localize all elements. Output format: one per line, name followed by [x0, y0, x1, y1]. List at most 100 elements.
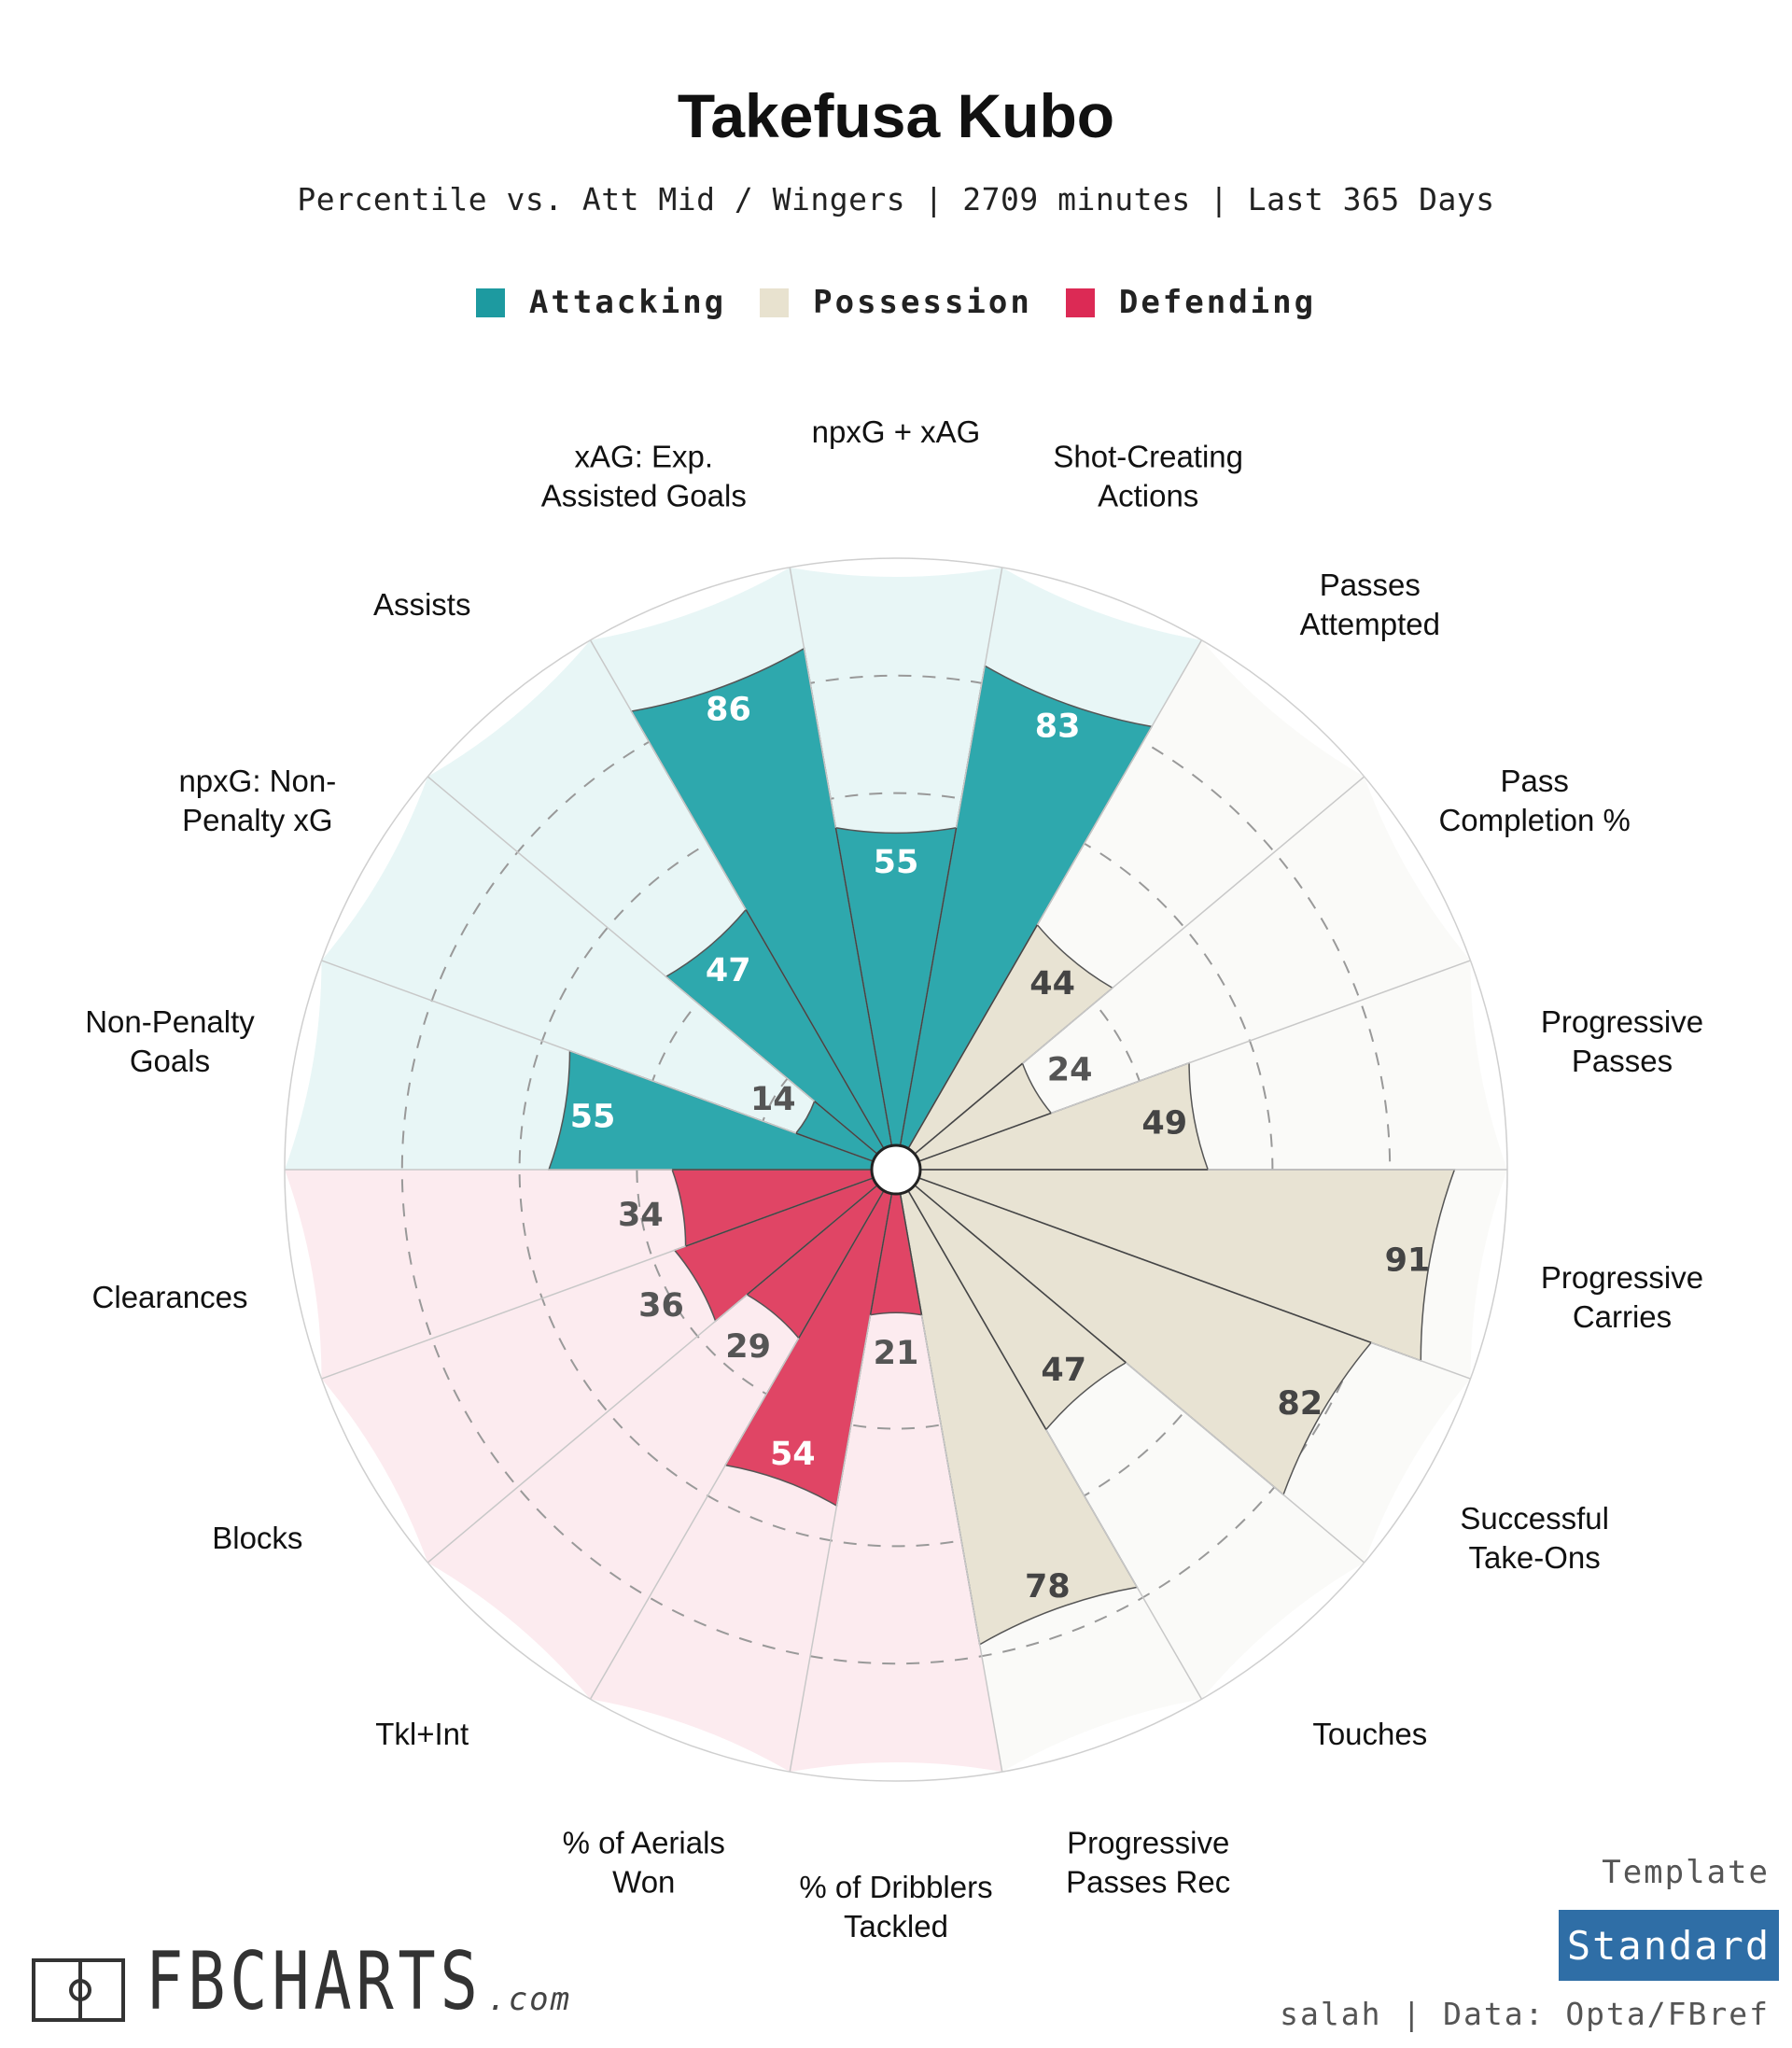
bar-separator [914, 1062, 1024, 1155]
category-label: Successful Take-Ons [1460, 1501, 1609, 1575]
value-label: 34 [618, 1197, 664, 1234]
sector-background [321, 776, 878, 1162]
category-label-line: npxG: Non- [178, 764, 336, 798]
category-label-line: Passes [1320, 568, 1421, 602]
data-credit: salah | Data: Opta/FBref [1280, 1996, 1770, 2032]
value-label: 83 [1035, 708, 1081, 745]
category-label: xAG: Exp. Assisted Goals [541, 440, 747, 513]
category-label-line: % of Dribblers [799, 1870, 992, 1904]
value-label: 14 [750, 1081, 796, 1118]
value-label: 47 [706, 952, 751, 989]
category-label-line: Carries [1573, 1299, 1672, 1334]
category-label: Passes Attempted [1300, 568, 1440, 641]
category-label-line: Assisted Goals [541, 479, 747, 513]
sector-background [914, 776, 1471, 1162]
chart-title: Takefusa Kubo [677, 81, 1115, 150]
bar-separator [918, 1112, 1052, 1162]
legend-swatch-defending [1065, 288, 1095, 317]
category-label: Progressive Carries [1541, 1260, 1703, 1334]
value-label: 44 [1029, 965, 1075, 1003]
sector-background [790, 1193, 1002, 1773]
value-label: 91 [1385, 1242, 1431, 1280]
bar-separator [907, 924, 1039, 1149]
value-label: 24 [1047, 1052, 1093, 1089]
bar-separator [914, 1185, 1127, 1364]
category-label: Progressive Passes Rec [1066, 1825, 1230, 1899]
category-label: Tkl+Int [375, 1717, 469, 1751]
bar-separator [899, 827, 958, 1146]
category-label-line: Non-Penalty [85, 1004, 255, 1039]
category-label-line: xAG: Exp. [575, 440, 714, 474]
category-label: Touches [1312, 1717, 1427, 1751]
value-label: 36 [638, 1287, 684, 1325]
category-label-line: Tackled [844, 1909, 948, 1943]
value-label: 21 [874, 1335, 919, 1372]
chart-subtitle: Percentile vs. Att Mid / Wingers | 2709 … [297, 181, 1495, 217]
sector-background [427, 1185, 884, 1700]
category-label-line: Progressive [1067, 1825, 1229, 1859]
category-label-line: npxG + xAG [812, 414, 981, 449]
sector-separators [284, 557, 1508, 1782]
value-label: 49 [1141, 1104, 1187, 1142]
value-label: 55 [570, 1099, 616, 1136]
bar-separator [869, 1193, 893, 1315]
category-label: Shot-Creating Actions [1053, 440, 1243, 513]
category-label: Pass Completion % [1438, 764, 1630, 837]
category-label-line: Blocks [212, 1521, 302, 1555]
bar-separator [907, 1190, 1047, 1430]
legend-item-defending: Defending [1065, 284, 1316, 321]
legend-item-attacking: Attacking [475, 284, 727, 321]
category-label-line: % of Aerials [563, 1825, 725, 1859]
category-label-line: Penalty xG [182, 803, 332, 837]
category-label: Progressive Passes [1541, 1004, 1703, 1078]
category-label: % of Dribblers Tackled [799, 1870, 992, 1943]
bar-separator [834, 827, 893, 1146]
category-labels: Non-Penalty Goals npxG: Non- Penalty xG Assi… [85, 414, 1703, 1943]
legend: Attacking Possession Defending [0, 284, 1792, 321]
value-label: 47 [1041, 1352, 1086, 1389]
category-label-line: Clearances [92, 1280, 248, 1314]
category-label: npxG + xAG [812, 414, 981, 449]
bar-separator [685, 1177, 874, 1247]
category-label-line: Actions [1098, 479, 1198, 513]
category-label-line: Completion % [1438, 803, 1630, 837]
category-label-line: Progressive [1541, 1004, 1703, 1039]
bar-separator [918, 1177, 1372, 1344]
category-label-line: Take-Ons [1469, 1540, 1601, 1575]
category-label-line: Won [612, 1864, 675, 1899]
brand-suffix: .com [487, 1981, 572, 2018]
legend-label: Possession [813, 284, 1032, 321]
category-label: % of Aerials Won [563, 1825, 725, 1899]
outer-ring [284, 557, 1508, 1782]
value-label: 86 [706, 692, 751, 729]
bar-separator [814, 1101, 878, 1155]
value-label: 55 [874, 844, 919, 881]
category-label-line: Tkl+Int [375, 1717, 469, 1751]
template-badge[interactable]: Standard [1559, 1910, 1779, 1981]
legend-swatch-possession [760, 288, 790, 317]
category-label-line: Touches [1312, 1717, 1427, 1751]
sector-separator [321, 960, 874, 1162]
brand-name: FBCHARTS [146, 1935, 483, 2028]
value-label: 82 [1277, 1385, 1323, 1423]
category-label-line: Passes [1572, 1044, 1673, 1078]
category-label: Assists [373, 587, 471, 622]
legend-item-possession: Possession [760, 284, 1032, 321]
category-label: Non-Penalty Goals [85, 1004, 255, 1078]
bar-separator [798, 1190, 885, 1339]
value-labels: 55 14 47 86 55 83 44 24 49 91 82 47 78 21 54 29 36 34 [570, 692, 1431, 1606]
category-label-line: Passes Rec [1066, 1864, 1230, 1899]
sector-separator [427, 776, 878, 1155]
category-label: Blocks [212, 1521, 302, 1555]
pitch-icon [32, 1958, 125, 2022]
category-label-line: Successful [1460, 1501, 1609, 1536]
category-label-line: Attempted [1300, 607, 1440, 641]
bar-separator [899, 1193, 923, 1315]
bar-separator [795, 1132, 874, 1162]
category-label-line: Assists [373, 587, 471, 622]
legend-label: Attacking [528, 284, 727, 321]
category-label-line: Pass [1500, 764, 1568, 798]
bar-separator [745, 909, 885, 1149]
template-heading: Template [1602, 1854, 1770, 1891]
